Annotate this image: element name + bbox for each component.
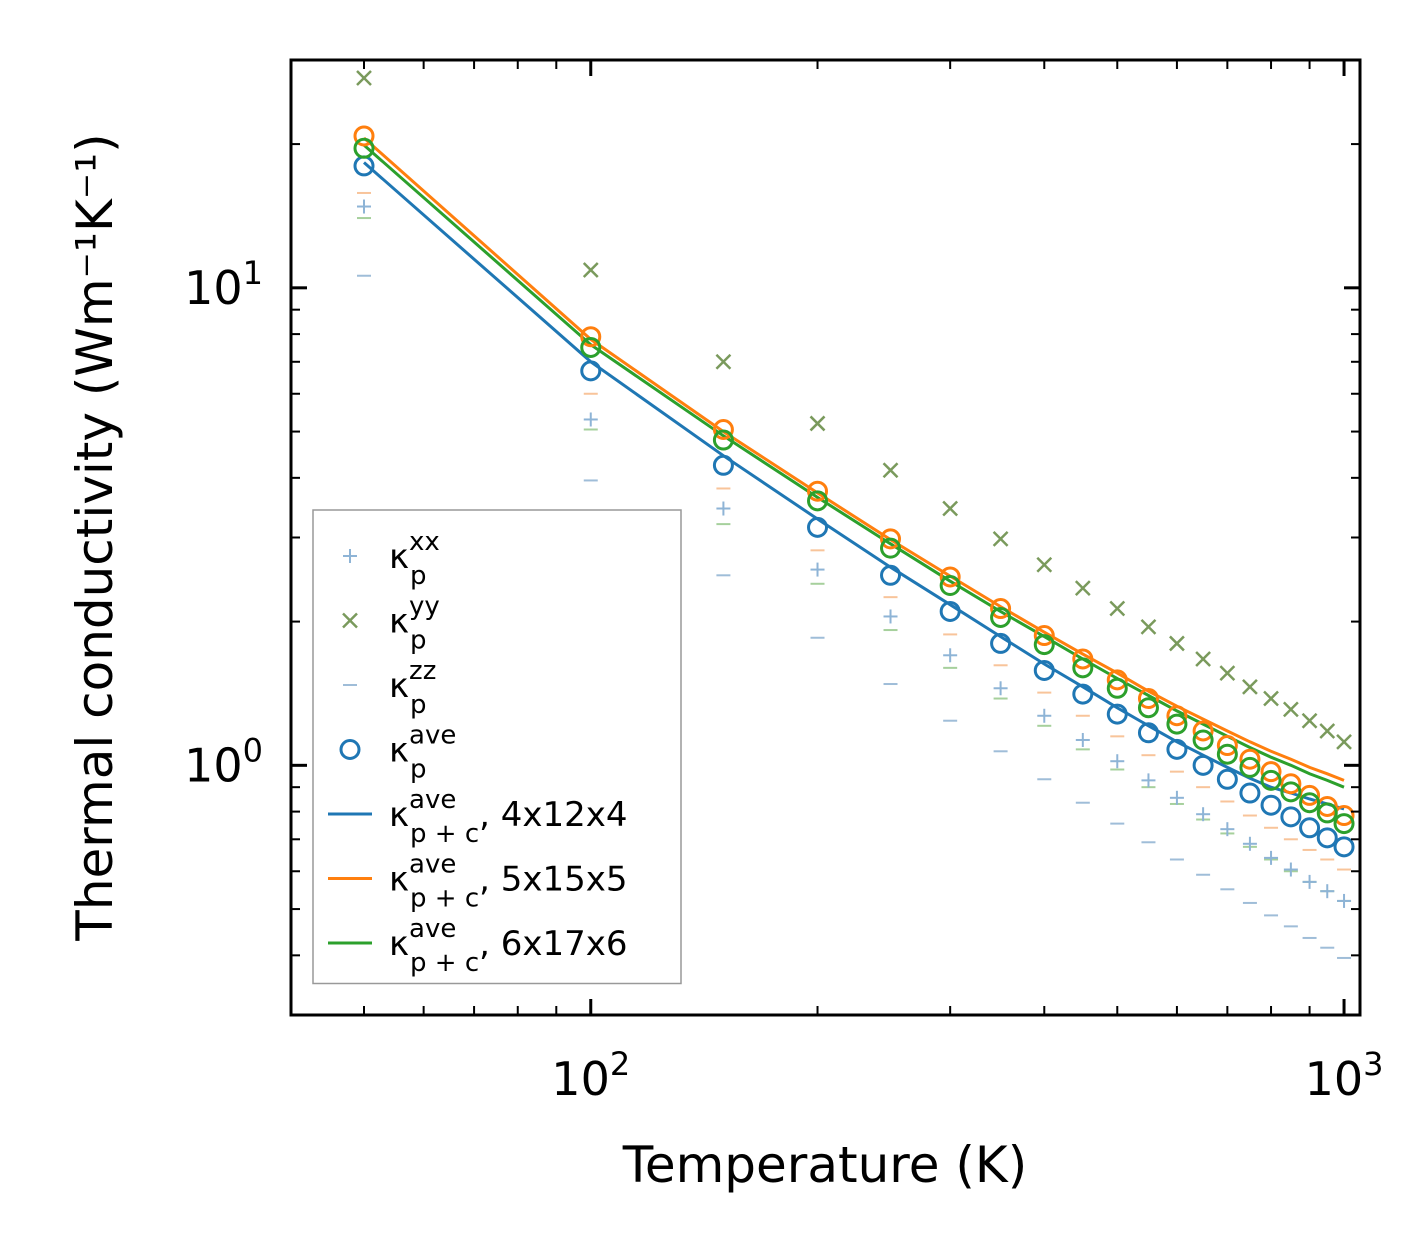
data-point: [1284, 863, 1298, 877]
data-point: [1196, 652, 1210, 666]
chart: 102 103 100 101 Temperature (K) Thermal con…: [0, 0, 1421, 1254]
x-tick-label: 102: [551, 1045, 630, 1106]
data-point: [1218, 770, 1236, 788]
data-point: [1337, 735, 1351, 749]
data-point: [1243, 680, 1257, 694]
data-point: [355, 139, 373, 157]
y-axis-label: Thermal conductivity (Wm⁻¹K⁻¹): [66, 133, 124, 941]
data-point: [1194, 756, 1212, 774]
data-point: [884, 463, 898, 477]
data-point: [943, 648, 957, 662]
data-point: [1318, 829, 1336, 847]
data-point: [943, 502, 957, 516]
data-point: [1262, 796, 1280, 814]
data-point: [1337, 894, 1351, 908]
y-tick-label: 101: [184, 254, 263, 315]
data-point: [1303, 714, 1317, 728]
data-point: [1303, 875, 1317, 889]
data-point: [811, 563, 825, 577]
data-point: [1220, 666, 1234, 680]
data-point: [1264, 851, 1278, 865]
data-point: [1076, 581, 1090, 595]
data-point: [1320, 884, 1334, 898]
data-point: [1284, 702, 1298, 716]
data-point: [1076, 733, 1090, 747]
data-point: [357, 71, 371, 85]
data-point: [809, 518, 827, 536]
data-point: [1243, 837, 1257, 851]
x-tick-label: 103: [1305, 1045, 1384, 1106]
data-point: [582, 362, 600, 380]
data-point: [1110, 754, 1124, 768]
data-point: [1170, 636, 1184, 650]
data-point: [994, 681, 1008, 695]
data-point: [1282, 808, 1300, 826]
data-point: [1037, 558, 1051, 572]
data-point: [1110, 602, 1124, 616]
data-point: [1241, 784, 1259, 802]
data-point: [1170, 791, 1184, 805]
x-axis-label: Temperature (K): [622, 1136, 1027, 1194]
data-point: [811, 416, 825, 430]
data-point: [584, 263, 598, 277]
legend-box: [313, 510, 681, 984]
data-point: [355, 157, 373, 175]
data-point: [584, 412, 598, 426]
data-point: [357, 200, 371, 214]
data-point: [1141, 620, 1155, 634]
data-point: [716, 355, 730, 369]
data-point: [1320, 724, 1334, 738]
data-point: [1301, 819, 1319, 837]
y-tick-label: 100: [184, 731, 263, 792]
data-point: [882, 566, 900, 584]
data-point: [1141, 773, 1155, 787]
data-point: [716, 502, 730, 516]
data-point: [994, 532, 1008, 546]
data-point: [1335, 838, 1353, 856]
data-point: [1264, 692, 1278, 706]
data-point: [884, 609, 898, 623]
data-point: [714, 456, 732, 474]
data-point: [1037, 709, 1051, 723]
